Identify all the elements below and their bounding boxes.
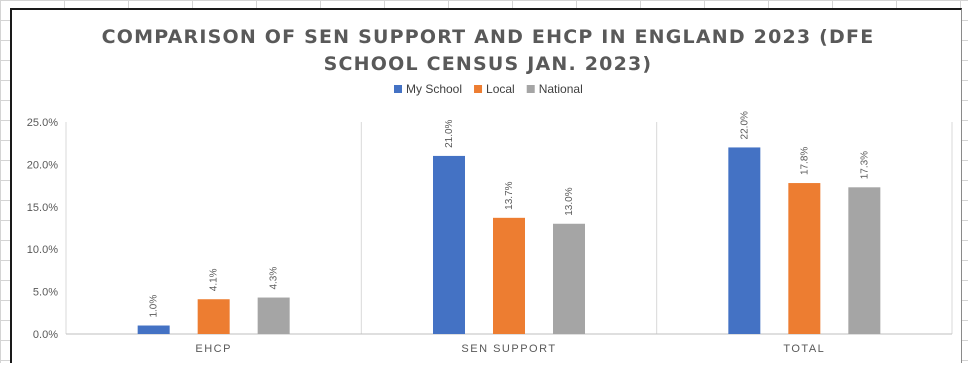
x-category-label: TOTAL bbox=[783, 343, 825, 355]
chart-title: COMPARISON OF SEN SUPPORT AND EHCP IN EN… bbox=[12, 24, 964, 78]
data-label: 1.0% bbox=[149, 295, 160, 318]
data-label: 13.7% bbox=[504, 181, 515, 209]
data-label: 22.0% bbox=[739, 111, 750, 139]
bar-national bbox=[257, 297, 290, 334]
bar-local bbox=[493, 217, 525, 334]
x-category-label: SEN SUPPORT bbox=[461, 343, 556, 355]
bar-national bbox=[848, 187, 881, 334]
bar-my-school bbox=[137, 325, 170, 334]
legend-swatch-1 bbox=[474, 85, 483, 93]
chart-area[interactable]: COMPARISON OF SEN SUPPORT AND EHCP IN EN… bbox=[10, 8, 962, 363]
legend-label-2: National bbox=[539, 82, 583, 96]
data-label: 17.3% bbox=[859, 151, 870, 179]
y-tick-label: 15.0% bbox=[27, 202, 58, 214]
y-tick-label: 10.0% bbox=[27, 244, 58, 256]
chart-title-line-1: COMPARISON OF SEN SUPPORT AND EHCP IN EN… bbox=[101, 26, 875, 48]
chart-title-line-2: SCHOOL CENSUS JAN. 2023) bbox=[323, 53, 653, 75]
bar-local bbox=[197, 299, 230, 334]
data-label: 13.0% bbox=[564, 187, 575, 215]
legend-label-0: My School bbox=[406, 82, 462, 96]
bar-my-school bbox=[728, 147, 761, 334]
data-label: 17.8% bbox=[799, 147, 810, 175]
bar-local bbox=[788, 183, 821, 334]
x-category-label: EHCP bbox=[195, 343, 232, 355]
chart-plot: My School Local National 0.0% 5.0% 10.0% 15.0%… bbox=[27, 82, 953, 355]
y-tick-label: 5.0% bbox=[33, 287, 58, 299]
bar-my-school bbox=[433, 155, 465, 334]
legend-swatch-0 bbox=[394, 85, 402, 93]
legend-label-1: Local bbox=[486, 82, 515, 96]
data-label: 4.3% bbox=[269, 267, 280, 290]
y-tick-label: 20.0% bbox=[27, 159, 58, 171]
bar-national bbox=[553, 223, 585, 334]
legend-swatch-2 bbox=[526, 85, 535, 93]
data-label: 21.0% bbox=[444, 119, 455, 147]
y-tick-label: 0.0% bbox=[33, 329, 58, 341]
data-label: 4.1% bbox=[209, 268, 220, 291]
y-tick-label: 25.0% bbox=[27, 117, 58, 129]
